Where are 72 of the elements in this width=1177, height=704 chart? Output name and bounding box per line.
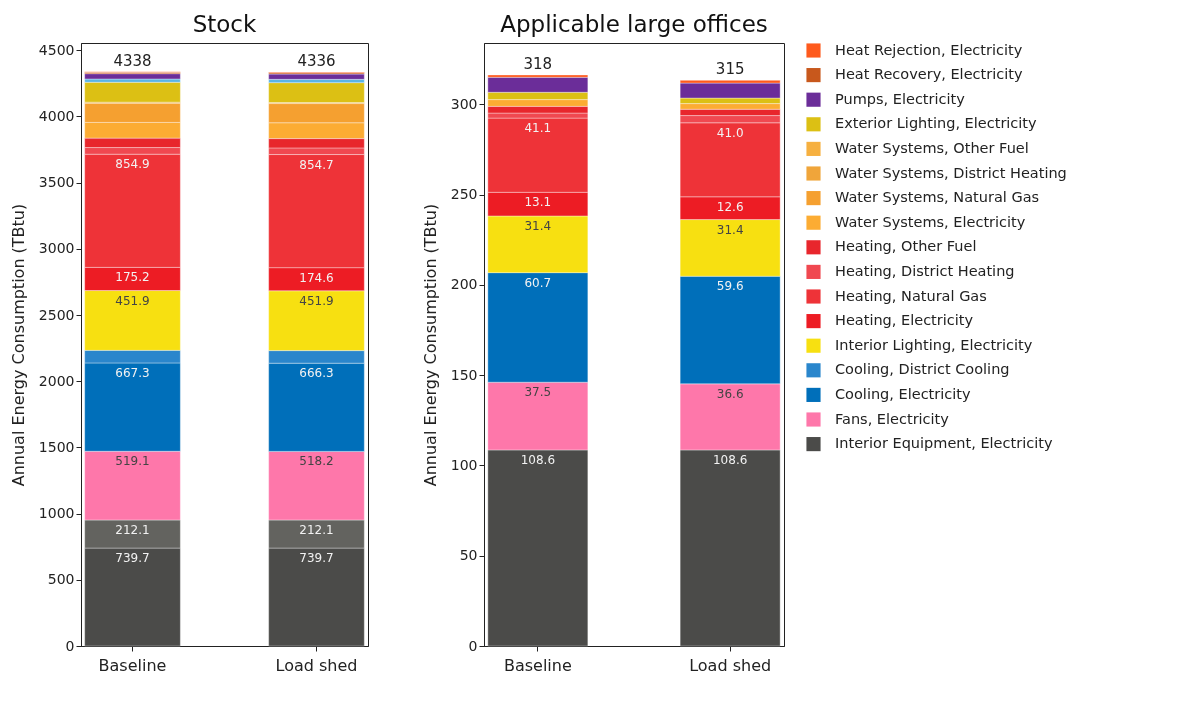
legend-label: Fans, Electricity — [835, 410, 950, 427]
y-axis-title: Annual Energy Consumption (TBtu) — [420, 203, 440, 487]
data-label: 451.9 — [299, 293, 334, 308]
x-tick-label: Baseline — [503, 655, 572, 675]
legend-label: Heating, Natural Gas — [835, 287, 987, 304]
legend-label: Cooling, Electricity — [835, 385, 971, 402]
y-tick-label: 1500 — [38, 438, 75, 455]
total-label: 4338 — [113, 51, 152, 70]
y-tick-label: 2500 — [38, 306, 75, 323]
legend-label: Heating, District Heating — [835, 262, 1015, 279]
y-tick-label: 4500 — [38, 41, 75, 58]
data-label: 518.2 — [299, 454, 334, 469]
data-label: 667.3 — [115, 365, 150, 380]
data-label: 31.4 — [524, 218, 552, 233]
data-label: 175.2 — [115, 270, 150, 285]
data-label: 451.9 — [115, 293, 150, 308]
y-tick-label: 2000 — [38, 372, 75, 389]
y-tick-label: 50 — [459, 547, 478, 564]
data-label: 60.7 — [524, 275, 552, 290]
data-label: 212.1 — [115, 523, 150, 537]
legend-label: Water Systems, Other Fuel — [835, 139, 1029, 156]
legend-label: Water Systems, District Heating — [835, 164, 1067, 181]
data-label: 41.1 — [524, 121, 552, 136]
data-label: 37.5 — [524, 385, 552, 400]
y-tick-label: 500 — [47, 571, 75, 588]
total-label: 315 — [715, 60, 745, 79]
y-tick-label: 100 — [450, 456, 478, 473]
data-label: 519.1 — [115, 454, 150, 469]
total-label: 318 — [523, 54, 553, 73]
data-label: 174.6 — [299, 270, 334, 285]
x-tick-label: Load shed — [689, 655, 772, 675]
data-label: 854.7 — [299, 157, 334, 172]
y-tick-label: 300 — [450, 95, 478, 112]
chart-title: Applicable large offices — [500, 11, 768, 37]
data-label: 212.1 — [299, 523, 334, 537]
y-tick-label: 1000 — [38, 505, 75, 522]
y-tick-label: 4000 — [38, 107, 75, 124]
y-tick-label: 3000 — [38, 240, 75, 257]
data-label: 854.9 — [115, 157, 150, 172]
legend-label: Heat Rejection, Electricity — [835, 41, 1023, 58]
data-label: 739.7 — [299, 551, 334, 566]
chart-title: Stock — [192, 11, 258, 37]
x-tick-label: Baseline — [98, 655, 167, 675]
y-tick-label: 3500 — [38, 174, 75, 191]
y-tick-label: 250 — [450, 186, 478, 203]
legend-label: Heating, Electricity — [835, 312, 974, 329]
legend-label: Cooling, District Cooling — [835, 361, 1010, 378]
legend-label: Water Systems, Natural Gas — [835, 189, 1040, 206]
data-label: 12.6 — [716, 199, 744, 214]
y-axis-title: Annual Energy Consumption (TBtu) — [8, 203, 28, 487]
data-label: 41.0 — [716, 125, 744, 140]
y-tick-label: 150 — [450, 366, 478, 383]
data-label: 666.3 — [299, 366, 334, 381]
total-label: 4336 — [297, 52, 336, 71]
y-tick-label: 0 — [468, 637, 478, 654]
data-label: 13.1 — [524, 195, 552, 210]
y-tick-label: 0 — [65, 637, 75, 654]
data-label: 31.4 — [716, 222, 744, 237]
data-label: 36.6 — [716, 386, 744, 401]
legend-label: Heat Recovery, Electricity — [835, 66, 1023, 83]
data-label: 739.7 — [115, 551, 150, 566]
legend-label: Pumps, Electricity — [835, 90, 966, 107]
y-tick-label: 200 — [450, 276, 478, 293]
data-label: 108.6 — [712, 452, 748, 467]
x-tick-label: Load shed — [275, 655, 358, 675]
legend-label: Interior Lighting, Electricity — [835, 336, 1033, 353]
legend-label: Water Systems, Electricity — [835, 213, 1026, 230]
legend-label: Heating, Other Fuel — [835, 238, 977, 255]
data-label: 59.6 — [716, 279, 744, 294]
legend-label: Interior Equipment, Electricity — [835, 435, 1053, 452]
legend-label: Exterior Lighting, Electricity — [835, 115, 1038, 132]
data-label: 108.6 — [520, 452, 556, 467]
